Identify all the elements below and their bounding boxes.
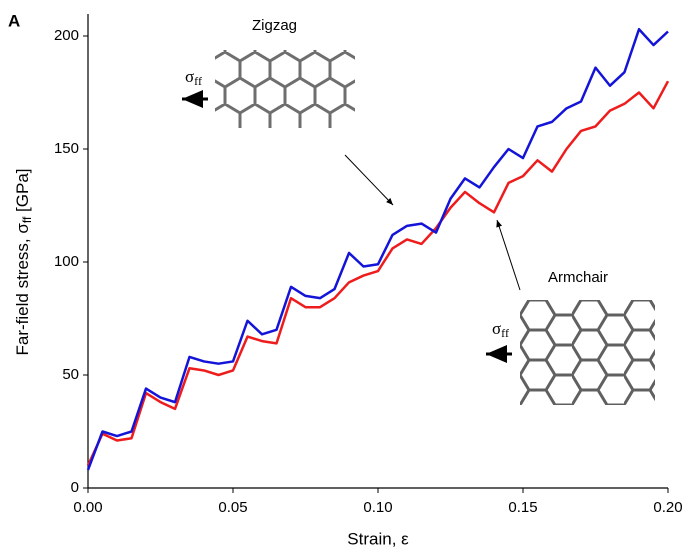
y-tick-label: 200 [54, 27, 79, 44]
sigma-label: σff [185, 67, 202, 88]
annotation: Armchair [548, 269, 608, 286]
sigma-sub: ff [194, 74, 202, 88]
y-tick-label: 100 [54, 253, 79, 270]
x-tick-label: 0.15 [508, 499, 537, 516]
armchair-lattice [520, 300, 655, 405]
series-line [86, 80, 670, 466]
y-label-part: Far-field stress, σ [13, 223, 32, 356]
y-label-part: [GPa] [13, 169, 32, 217]
panel-label: A [8, 11, 20, 30]
x-tick-label: 0.05 [218, 499, 247, 516]
sigma: σ [185, 67, 194, 86]
series-line [86, 27, 669, 471]
sigma: σ [492, 319, 501, 338]
zigzag-lattice [215, 50, 355, 128]
x-tick-label: 0.00 [73, 499, 102, 516]
sigma-label: σff [492, 319, 509, 340]
sigma-sub: ff [501, 326, 509, 340]
x-tick-label: 0.20 [653, 499, 682, 516]
pointer-arrow [496, 219, 521, 291]
x-axis-label: Strain, ε [347, 529, 409, 548]
x-tick-label: 0.10 [363, 499, 392, 516]
pointer-arrow [344, 154, 394, 206]
y-tick-label: 150 [54, 140, 79, 157]
y-axis-label: Far-field stress, σff [GPa] [13, 169, 34, 356]
y-tick-label: 0 [71, 479, 79, 496]
y-tick-label: 50 [62, 366, 79, 383]
y-label-sub: ff [20, 216, 34, 223]
annotation: Zigzag [252, 17, 297, 34]
